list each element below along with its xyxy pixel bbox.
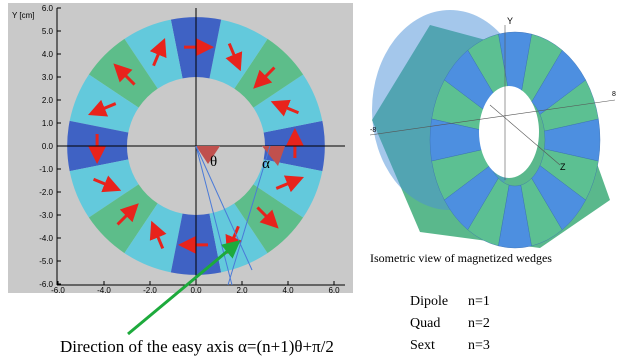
theta-label: θ [210,154,217,170]
isometric-view: Y Z -8 8 [370,10,616,248]
alpha-label: α [262,156,270,172]
figure: 6.0 5.0 4.0 3.0 2.0 1.0 0.0 -1.0 -2.0 -3.0 -4.0 -5.… [0,0,634,363]
multipole-name: Sext [410,338,435,353]
iso-axis-label: -8 [370,127,376,134]
easy-axis-note: Direction of the easy axis α=(n+1)θ+π/2 [60,337,334,356]
y-tick-label: 1.0 [42,119,54,128]
y-tick-label: -3.0 [39,211,53,220]
x-tick-label: -4.0 [97,286,111,295]
multipole-order: n=1 [468,294,490,309]
y-tick-label: 6.0 [42,4,54,13]
x-tick-label: -2.0 [143,286,157,295]
iso-axis-label: Y [507,16,513,26]
y-tick-label: 5.0 [42,27,54,36]
y-tick-label: 2.0 [42,96,54,105]
multipole-order: n=3 [468,338,490,353]
y-tick-label: -2.0 [39,188,53,197]
multipole-name: Quad [410,316,440,331]
bore [479,86,539,178]
multipole-order: n=2 [468,316,490,331]
x-tick-label: 4.0 [282,286,294,295]
x-tick-label: 6.0 [328,286,340,295]
y-tick-label: 4.0 [42,50,54,59]
multipole-name: Dipole [410,294,448,309]
x-tick-label: 2.0 [236,286,248,295]
y-tick-label: 3.0 [42,73,54,82]
x-tick-label: 0.0 [190,286,202,295]
iso-caption: Isometric view of magnetized wedges [370,251,552,265]
y-tick-label: -1.0 [39,165,53,174]
y-tick-label: -4.0 [39,234,53,243]
x-tick-label: -6.0 [51,286,65,295]
y-axis-label: Y [cm] [12,11,35,20]
y-tick-label: 0.0 [42,142,54,151]
y-tick-label: -5.0 [39,257,53,266]
iso-axis-label: 8 [612,91,616,98]
iso-axis-label: Z [560,162,566,172]
